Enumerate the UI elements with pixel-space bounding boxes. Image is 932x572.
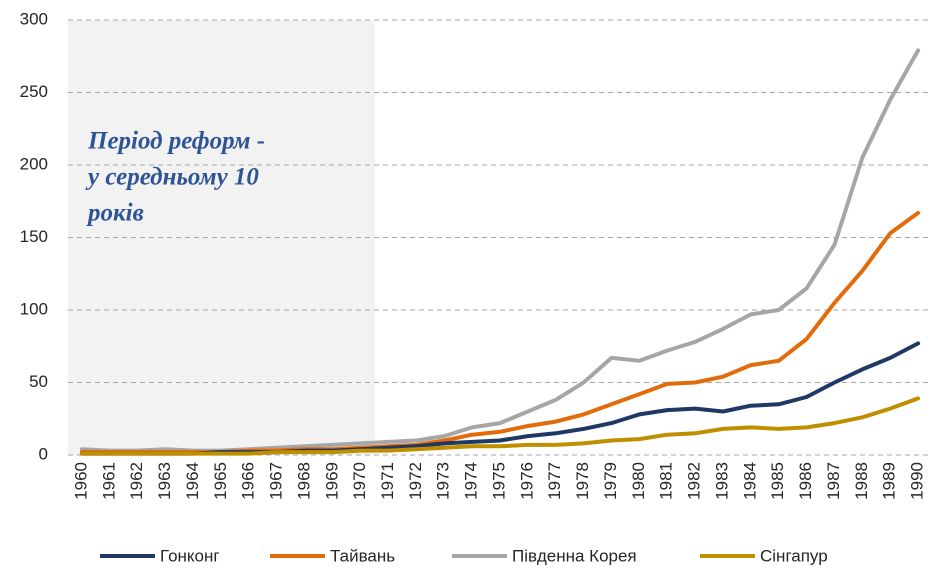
x-tick-label: 1984 (740, 462, 759, 500)
x-tick-label: 1973 (434, 462, 453, 500)
x-tick-label: 1983 (712, 462, 731, 500)
y-tick-label: 150 (20, 227, 48, 246)
y-tick-label: 0 (39, 444, 48, 463)
x-tick-label: 1990 (908, 462, 927, 500)
series-line (79, 396, 921, 456)
x-tick-label: 1968 (294, 462, 313, 500)
x-tick-label: 1970 (350, 462, 369, 500)
x-tick-label: 1988 (852, 462, 871, 500)
x-tick-label: 1960 (71, 462, 90, 500)
x-tick-label: 1967 (267, 462, 286, 500)
x-tick-label: 1979 (601, 462, 620, 500)
x-tick-label: 1987 (824, 462, 843, 500)
legend-label: Сінгапур (760, 546, 828, 565)
x-tick-label: 1989 (880, 462, 899, 500)
x-tick-label: 1977 (545, 462, 564, 500)
x-tick-label: 1980 (629, 462, 648, 500)
y-tick-label: 100 (20, 299, 48, 318)
annotation: років (86, 200, 144, 227)
legend-label: Тайвань (330, 546, 395, 565)
x-tick-label: 1985 (768, 462, 787, 500)
y-tick-label: 300 (20, 9, 48, 28)
annotation: Період реформ - (87, 128, 265, 155)
x-tick-label: 1966 (239, 462, 258, 500)
x-tick-label: 1971 (378, 462, 397, 500)
x-tick-label: 1986 (796, 462, 815, 500)
x-tick-label: 1975 (489, 462, 508, 500)
y-tick-label: 50 (29, 372, 48, 391)
x-tick-label: 1974 (462, 462, 481, 500)
y-tick-label: 200 (20, 154, 48, 173)
x-tick-label: 1981 (657, 462, 676, 500)
x-tick-label: 1972 (406, 462, 425, 500)
x-tick-label: 1962 (127, 462, 146, 500)
x-tick-label: 1963 (155, 462, 174, 500)
x-tick-label: 1965 (211, 462, 230, 500)
x-tick-label: 1976 (517, 462, 536, 500)
y-tick-label: 250 (20, 82, 48, 101)
x-tick-label: 1982 (685, 462, 704, 500)
x-tick-label: 1964 (183, 462, 202, 500)
annotation: у середньому 10 (85, 164, 259, 191)
x-tick-label: 1969 (322, 462, 341, 500)
legend-label: Гонконг (160, 546, 220, 565)
legend-label: Південна Корея (512, 546, 637, 565)
x-tick-label: 1961 (99, 462, 118, 500)
x-tick-label: 1978 (573, 462, 592, 500)
